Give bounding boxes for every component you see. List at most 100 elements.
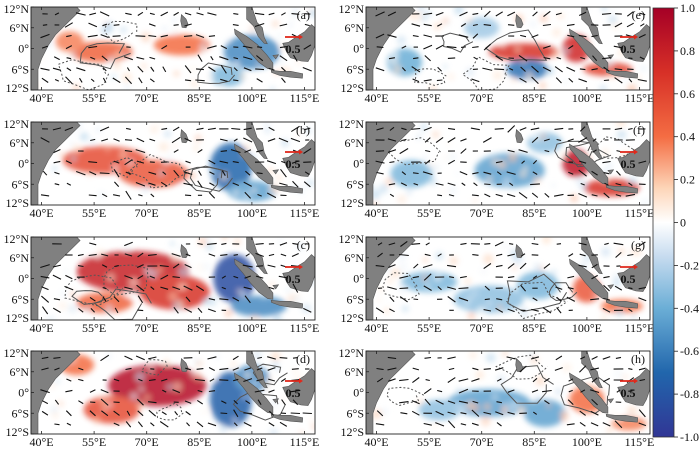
shading-speckle: [381, 408, 387, 414]
shading-speckle: [515, 47, 521, 53]
wind-vector: [509, 244, 513, 245]
x-tick-label: 40°E: [29, 321, 53, 335]
shading-speckle: [552, 28, 561, 37]
x-tick-label: 55°E: [82, 321, 106, 335]
shading-speckle: [508, 153, 517, 162]
y-tick-label: 6°S: [12, 406, 29, 420]
x-tick-label: 55°E: [417, 435, 441, 449]
reference-vector-label: 0.5: [621, 386, 636, 400]
shading-speckle: [616, 118, 626, 128]
shading-speckle: [613, 389, 619, 395]
shading-speckle: [427, 382, 431, 386]
y-tick-label: 0°: [353, 272, 364, 286]
shading-speckle: [631, 314, 636, 319]
shading-speckle: [72, 400, 79, 407]
shading-speckle: [492, 394, 498, 400]
y-tick-label: 12°N: [4, 346, 30, 360]
x-tick-label: 115°E: [290, 435, 320, 449]
shading-speckle: [232, 418, 237, 423]
shading-speckle: [233, 190, 239, 196]
panel-label: (f): [633, 123, 645, 137]
shading-speckle: [641, 66, 646, 71]
colorbar-tick-label: 0: [680, 216, 686, 230]
shading-speckle: [124, 246, 130, 252]
wind-vector: [233, 14, 238, 15]
shading-speckle: [468, 312, 476, 320]
y-axis: 12°N6°N0°6°S12°S: [4, 2, 34, 95]
shading-speckle: [72, 144, 81, 153]
shading-speckle: [226, 39, 231, 44]
shading-speckle: [219, 425, 227, 433]
shading-speckle: [484, 403, 491, 410]
colorbar-tick-label: 0.2: [680, 173, 695, 187]
shading-speckle: [103, 407, 108, 412]
wind-vector: [484, 369, 491, 370]
wind-vector: [138, 310, 144, 311]
shading-speckle: [293, 370, 298, 375]
shading-speckle: [57, 398, 61, 402]
shading-speckle: [464, 278, 470, 284]
wind-vector: [174, 25, 179, 26]
wind-vector: [413, 173, 419, 174]
y-tick-label: 12°N: [339, 117, 365, 131]
shading-speckle: [80, 132, 89, 141]
y-tick-label: 6°S: [347, 406, 364, 420]
shading-speckle: [168, 153, 174, 159]
x-tick-label: 55°E: [82, 435, 106, 449]
shading-speckle: [139, 386, 144, 391]
shading-speckle: [510, 400, 520, 410]
shading-speckle: [486, 300, 493, 307]
shading-speckle: [291, 14, 296, 19]
shading-speckle: [442, 155, 452, 165]
wind-vector: [196, 69, 204, 70]
y-tick-label: 6°S: [12, 292, 29, 306]
x-tick-label: 115°E: [290, 321, 320, 335]
y-tick-label: 6°S: [347, 292, 364, 306]
x-tick-label: 70°E: [470, 206, 494, 220]
shading-speckle: [539, 82, 546, 89]
shading-speckle: [125, 85, 130, 90]
shading-speckle: [177, 300, 184, 307]
y-tick-label: 6°N: [345, 365, 365, 379]
shading-speckle: [93, 416, 101, 424]
wind-vector: [89, 195, 97, 196]
shading-speckle: [623, 375, 628, 380]
shading-speckle: [169, 27, 177, 35]
wind-vector: [377, 47, 384, 48]
shading-speckle: [531, 133, 540, 142]
y-tick-label: 0°: [353, 42, 364, 56]
shading-speckle: [384, 308, 390, 314]
shading-speckle: [471, 289, 479, 297]
shading-speckle: [288, 22, 293, 27]
wind-vector: [195, 80, 204, 81]
y-tick-label: 6°S: [12, 177, 29, 191]
shading-speckle: [562, 363, 572, 373]
wind-vector: [280, 358, 288, 359]
panel-label: (b): [296, 123, 310, 137]
shading-speckle: [311, 424, 316, 429]
shading-speckle: [172, 143, 178, 149]
x-tick-label: 115°E: [625, 435, 655, 449]
x-tick-label: 85°E: [522, 91, 546, 105]
reference-vector-label: 0.5: [286, 157, 301, 171]
shading-speckle: [493, 71, 503, 81]
shading-speckle: [457, 403, 466, 412]
shading-speckle: [540, 14, 548, 22]
y-tick-label: 12°N: [339, 232, 365, 246]
x-tick-label: 100°E: [572, 321, 602, 335]
panel-label: (c): [297, 238, 310, 252]
x-tick-label: 70°E: [470, 91, 494, 105]
x-tick-label: 85°E: [187, 321, 211, 335]
y-tick-label: 12°N: [339, 2, 365, 16]
shading-speckle: [601, 6, 607, 12]
wind-vector: [136, 36, 146, 37]
x-tick-label: 85°E: [187, 206, 211, 220]
shading-speckle: [230, 360, 237, 367]
panel-label: (e): [632, 8, 645, 22]
shading-speckle: [540, 134, 546, 140]
colorbar-ramp: [653, 8, 674, 437]
shading-speckle: [523, 166, 528, 171]
